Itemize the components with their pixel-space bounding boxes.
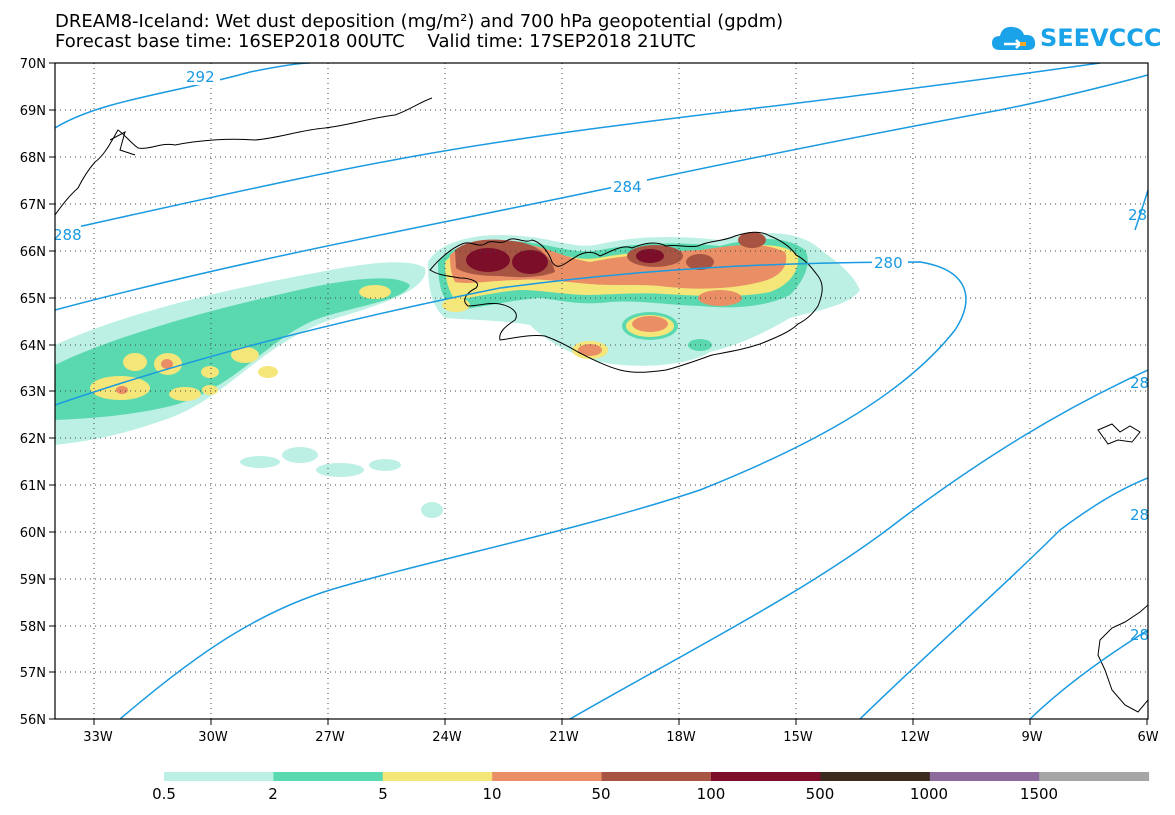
colorbar <box>164 772 1150 781</box>
greenland-coast <box>55 97 433 216</box>
colorbar-swatch <box>601 772 712 781</box>
lon-tick-labels: 33W 30W 27W 24W 21W 18W 15W 12W 9W 6W <box>83 730 1158 745</box>
cloud-icon <box>992 26 1036 50</box>
lon-tick: 21W <box>549 730 579 745</box>
lat-tick: 63N <box>20 385 46 400</box>
map-frame <box>54 62 1149 720</box>
lon-tick: 24W <box>432 730 462 745</box>
scotland-coast <box>1097 604 1148 713</box>
lon-tick: 30W <box>198 730 228 745</box>
lon-tick: 12W <box>900 730 930 745</box>
map-title: DREAM8-Iceland: Wet dust deposition (mg/… <box>55 11 784 32</box>
lat-tick: 70N <box>20 57 46 72</box>
contour-label-east-2: 28 <box>1130 374 1149 392</box>
contour-label-280: 280 <box>874 254 903 272</box>
map-plot-area: 292 288 284 280 28 28 28 28 <box>53 63 1149 719</box>
coastlines <box>55 97 1148 713</box>
lat-tick: 62N <box>20 432 46 447</box>
colorbar-label: 2 <box>268 785 278 803</box>
map-subtitle: Forecast base time: 16SEP2018 00UTC Vali… <box>55 31 696 52</box>
lat-tick: 69N <box>20 104 46 119</box>
iceland-coast <box>429 231 823 373</box>
colorbar-label: 10 <box>482 785 502 803</box>
lat-tick: 65N <box>20 292 46 307</box>
logo-text: SEEVCCC <box>1040 24 1162 52</box>
contour-292b <box>1029 629 1148 719</box>
lat-tick-labels: 70N 69N 68N 67N 66N 65N 64N 63N 62N 61N … <box>20 57 46 728</box>
lat-tick: 64N <box>20 339 46 354</box>
colorbar-label: 500 <box>805 785 835 803</box>
colorbar-swatch <box>711 772 821 781</box>
contour-label-288: 288 <box>53 226 82 244</box>
lon-tick: 9W <box>1021 730 1042 745</box>
lon-tick: 33W <box>83 730 113 745</box>
lat-tick: 61N <box>20 479 46 494</box>
colorbar-label: 0.5 <box>152 785 176 803</box>
lat-tick: 59N <box>20 573 46 588</box>
colorbar-swatch <box>492 772 603 781</box>
seevccc-logo: SEEVCCC <box>990 22 1162 56</box>
contour-292 <box>55 63 311 129</box>
colorbar-swatch <box>929 772 1040 781</box>
lon-tick: 15W <box>783 730 813 745</box>
colorbar-label: 5 <box>378 785 388 803</box>
contour-288b <box>859 477 1148 719</box>
lat-tick: 60N <box>20 526 46 541</box>
contour-284b <box>569 369 1148 719</box>
lat-tick: 58N <box>20 620 46 635</box>
lon-tick: 6W <box>1137 730 1158 745</box>
contour-280 <box>55 261 967 719</box>
colorbar-swatch <box>820 772 931 781</box>
lat-tick: 57N <box>20 666 46 681</box>
colorbar-swatch <box>273 772 384 781</box>
contour-288 <box>55 63 1101 233</box>
faroe-coast <box>1097 423 1141 445</box>
contour-label-292: 292 <box>186 68 215 86</box>
contour-284 <box>55 74 1148 311</box>
dust-plume-west <box>55 262 443 518</box>
lon-tick: 27W <box>315 730 345 745</box>
dust-iceland <box>428 232 860 366</box>
colorbar-swatch <box>164 772 274 781</box>
tick-marks <box>49 62 1148 725</box>
colorbar-label: 100 <box>696 785 726 803</box>
lat-tick: 66N <box>20 245 46 260</box>
contour-label-284: 284 <box>613 178 642 196</box>
colorbar-label: 50 <box>591 785 611 803</box>
lon-tick: 18W <box>666 730 696 745</box>
colorbar-label: 1500 <box>1019 785 1059 803</box>
colorbar-swatch <box>1039 772 1150 781</box>
colorbar-swatch <box>382 772 493 781</box>
contour-label-east-4: 28 <box>1130 626 1149 644</box>
contour-labels: 292 288 284 280 28 28 28 28 <box>53 67 1149 644</box>
lat-tick: 68N <box>20 151 46 166</box>
contour-label-east-1: 28 <box>1128 206 1147 224</box>
lat-tick: 56N <box>20 713 46 728</box>
lat-tick: 67N <box>20 198 46 213</box>
graticule <box>55 63 1148 719</box>
contour-label-east-3: 28 <box>1130 506 1149 524</box>
geopotential-contours <box>55 63 1148 719</box>
colorbar-label: 1000 <box>909 785 949 803</box>
